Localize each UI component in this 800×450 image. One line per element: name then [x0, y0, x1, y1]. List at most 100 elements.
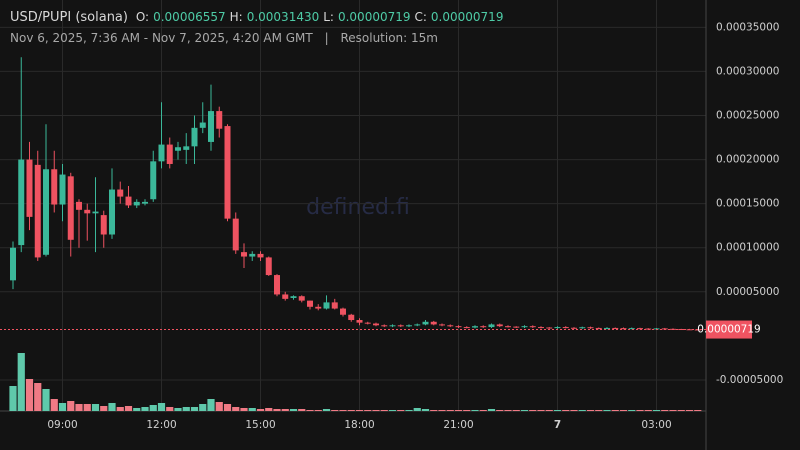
ohlc-label: L: [323, 10, 334, 24]
candle-body [191, 127, 198, 147]
volume-bar [644, 410, 652, 411]
candle-body [455, 326, 462, 328]
candle-body [637, 328, 643, 330]
candle-body [34, 164, 41, 258]
volume-bar [223, 404, 232, 411]
candle-body [265, 257, 272, 276]
volume-bar [413, 408, 421, 411]
candle-body [521, 326, 528, 328]
volume-bar [166, 407, 174, 411]
candle-body [315, 306, 322, 309]
volume-bar [34, 383, 42, 411]
y-tick-label: 0.00010000 [716, 242, 779, 254]
volume-bar [67, 401, 75, 411]
candle-body [348, 314, 355, 321]
volume-bar [182, 407, 190, 411]
candle-body [199, 122, 206, 128]
volume-bar [91, 404, 100, 411]
candle-body [463, 327, 470, 329]
candle-body [257, 253, 264, 258]
candle-body [282, 294, 289, 299]
volume-bar [298, 409, 306, 411]
y-tick-label: 0.00020000 [716, 154, 779, 166]
candle-body [274, 275, 280, 295]
volume-bar [520, 410, 529, 411]
candle-body [488, 324, 495, 328]
candle-body [183, 146, 190, 150]
volume-bar [512, 410, 520, 411]
candle-body [447, 325, 454, 327]
x-tick-label: 03:00 [641, 419, 671, 431]
volume-bar [372, 410, 380, 411]
volume-bar [100, 406, 108, 411]
volume-bar [652, 410, 661, 411]
candle-body [84, 209, 91, 214]
candle-body [381, 325, 388, 327]
volume-bar [661, 410, 669, 411]
y-tick-label: -0.00005000 [716, 374, 783, 386]
volume-bar [545, 410, 553, 411]
volume-bar [256, 409, 265, 411]
volume-bar [504, 410, 512, 411]
volume-bar [380, 410, 388, 411]
candle-body [298, 296, 305, 301]
candle-body [158, 144, 165, 162]
candle-body [430, 321, 437, 325]
volume-bar [628, 410, 636, 411]
candle-body [216, 111, 223, 129]
volume-bar [586, 410, 595, 411]
range: Nov 6, 2025, 7:36 AM - Nov 7, 2025, 4:20… [10, 31, 313, 45]
volume-bar [108, 403, 116, 411]
volume-bar [273, 409, 281, 411]
x-tick-label: 21:00 [443, 419, 473, 431]
volume-bar [496, 410, 504, 411]
volume-bar [42, 389, 50, 411]
resolution: Resolution: 15m [340, 31, 438, 45]
volume-bar [562, 410, 570, 411]
candle-body [612, 327, 619, 329]
price-label: 0.00000719 [697, 324, 760, 336]
header: USD/PUPI (solana) O: 0.00006557 H: 0.000314… [10, 10, 507, 45]
y-tick-label: 0.00035000 [716, 21, 779, 33]
ohlc: O: 0.00006557 H: 0.00031430 L: 0.00000719 C: 0.… [136, 10, 508, 24]
volume-bar [421, 409, 430, 411]
volume-bar [553, 410, 562, 411]
ohlc-value: 0.00031430 [246, 10, 320, 24]
volume-bar [9, 386, 17, 411]
volume-bar [463, 410, 471, 411]
candle-body [397, 325, 404, 327]
volume-bar [50, 399, 58, 411]
ohlc-value: 0.00000719 [430, 10, 504, 24]
ohlc-label: O: [135, 10, 150, 24]
volume-bar [611, 410, 619, 411]
volume-bar [669, 410, 677, 411]
volume-bar [397, 410, 405, 411]
ohlc-label: H: [229, 10, 243, 24]
candle-body [241, 252, 247, 257]
candle-body [513, 326, 520, 328]
candle-body [373, 323, 379, 326]
separator: | [324, 31, 329, 45]
title: USD/PUPI (solana) [10, 10, 128, 25]
candle-body [249, 253, 256, 257]
volume-bar [405, 410, 413, 411]
candle-body [125, 196, 132, 206]
volume-bar [454, 410, 463, 411]
volume-bar [331, 410, 339, 411]
volume-bar [595, 410, 603, 411]
candle-body [76, 201, 82, 210]
volume-bar [479, 410, 487, 411]
candle-body [175, 147, 181, 151]
candle-body [307, 300, 313, 307]
candle-body [290, 296, 297, 298]
candle-body [414, 324, 421, 326]
candle-body [472, 326, 478, 328]
volume-bar [322, 409, 331, 411]
candle-body [150, 161, 157, 200]
volume-bar [141, 407, 149, 411]
y-tick-label: 0.00005000 [716, 286, 779, 298]
volume-bar [619, 410, 628, 411]
candle-body [92, 211, 99, 214]
